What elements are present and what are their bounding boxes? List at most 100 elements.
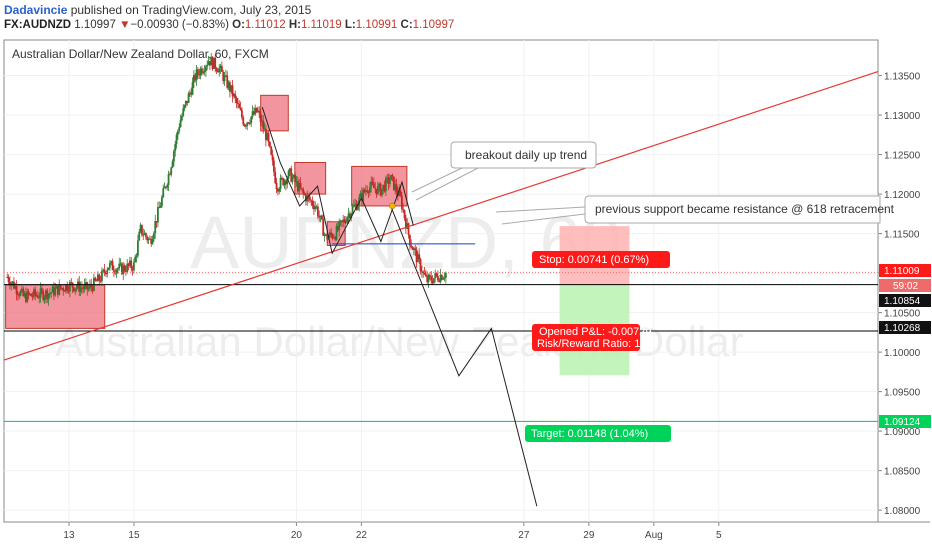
close-label: C: <box>400 19 413 31</box>
candle-body <box>423 271 426 275</box>
stop-text: Stop: 0.00741 (0.67%) <box>539 254 649 266</box>
candle-body <box>266 132 269 141</box>
candle-body <box>431 280 434 284</box>
candle-body <box>95 280 98 282</box>
candle-body <box>101 271 103 282</box>
candle-body <box>395 184 398 193</box>
candle-body <box>199 68 202 76</box>
candle-body <box>188 92 191 94</box>
candle-body <box>326 234 329 240</box>
candle-body <box>279 177 282 189</box>
candle-body <box>287 170 290 179</box>
candle-body <box>23 293 26 296</box>
candle-body <box>163 186 166 189</box>
candle-body <box>111 261 114 271</box>
breakout-marker <box>389 202 396 210</box>
candle-body <box>264 128 267 141</box>
symbol-name[interactable]: FX:AUDNZD <box>4 19 72 31</box>
candle-body <box>299 183 302 189</box>
candle-body <box>344 221 347 223</box>
candle-body <box>379 183 382 196</box>
candle-body <box>331 234 334 239</box>
candle-body <box>312 205 315 210</box>
candle-body <box>382 184 385 189</box>
candle-body <box>214 57 217 69</box>
target-text: Target: 0.01148 (1.04%) <box>531 428 648 440</box>
candle-body <box>86 282 89 290</box>
x-tick-label: 20 <box>291 530 303 541</box>
candle-body <box>59 284 62 289</box>
price-chart[interactable]: AUDNZD, 60 Australian Dollar/New Zealand… <box>0 36 932 550</box>
candle-body <box>375 188 378 195</box>
candle-body <box>125 270 127 272</box>
support-callout[interactable]: previous support became resistance @ 618… <box>495 195 895 225</box>
candle-body <box>428 274 431 277</box>
candle-body <box>157 207 159 223</box>
candle-body <box>284 180 287 185</box>
candle-body <box>262 120 265 129</box>
projection-path <box>390 205 538 507</box>
candle-body <box>228 82 231 92</box>
candle-body <box>328 232 331 237</box>
candle-body <box>282 178 285 186</box>
candle-body <box>198 73 201 76</box>
candle-body <box>223 75 226 82</box>
close-value: 1.10997 <box>412 19 455 31</box>
candle-body <box>275 183 278 190</box>
candle-body <box>194 74 197 81</box>
author-link[interactable]: Dadavincie <box>4 3 68 17</box>
y-tick-label: 1.12500 <box>884 151 921 162</box>
candle-body <box>29 293 31 295</box>
svg-text:1.10268: 1.10268 <box>884 323 921 334</box>
candle-body <box>78 281 81 292</box>
watermark-symbol: AUDNZD, 60 <box>190 201 622 284</box>
open-value: 1.11012 <box>244 19 286 31</box>
candle-body <box>115 269 118 274</box>
candle-body <box>402 209 405 211</box>
target-tag[interactable]: Target: 0.01148 (1.04%) <box>525 425 671 442</box>
candle-body <box>51 286 54 293</box>
candle-body <box>272 160 275 172</box>
candle-body <box>79 287 82 292</box>
candle-body <box>122 265 125 275</box>
y-tick-label: 1.09500 <box>884 388 921 399</box>
candle-body <box>37 295 39 298</box>
low-label: L: <box>344 19 356 31</box>
candle-body <box>372 183 375 188</box>
candle-body <box>294 175 297 183</box>
candle-body <box>367 191 370 193</box>
candle-body <box>252 111 255 115</box>
candle-body <box>192 74 195 83</box>
candle-body <box>106 269 109 275</box>
candle-body <box>186 100 189 103</box>
svg-text:59:02: 59:02 <box>893 281 918 292</box>
rr-text: Risk/Reward Ratio: 1.55 <box>537 338 656 350</box>
y-tick-label: 1.08500 <box>884 467 921 478</box>
candle-body <box>258 110 261 113</box>
stop-tag[interactable]: Stop: 0.00741 (0.67%) <box>532 251 670 268</box>
candle-body <box>270 146 273 155</box>
high-value: 1.11019 <box>300 19 342 31</box>
candle-body <box>11 281 14 284</box>
candle-body <box>131 268 134 271</box>
candle-body <box>220 65 223 72</box>
candle-body <box>45 290 47 298</box>
candle-body <box>215 68 218 71</box>
pl-text: Opened P&L: -0.00729 <box>539 326 652 338</box>
candle-body <box>126 263 129 272</box>
candle-body <box>378 183 381 186</box>
pl-tag[interactable]: Opened P&L: -0.00729 Risk/Reward Ratio: … <box>532 324 656 351</box>
candle-body <box>354 203 357 206</box>
candle-body <box>244 125 247 127</box>
candle-body <box>392 176 395 190</box>
candle-body <box>167 174 170 185</box>
candle-body <box>195 69 198 81</box>
candle-body <box>398 190 401 196</box>
candle-body <box>240 109 243 118</box>
candle-body <box>234 94 237 99</box>
candle-body <box>129 260 131 266</box>
breakout-callout[interactable]: breakout daily up trend <box>411 141 597 201</box>
symbol-line: FX:AUDNZD 1.10997 ▼−0.00930 (−0.83%) O:1… <box>4 19 454 31</box>
candle-body <box>74 288 77 292</box>
candle-body <box>143 233 146 235</box>
